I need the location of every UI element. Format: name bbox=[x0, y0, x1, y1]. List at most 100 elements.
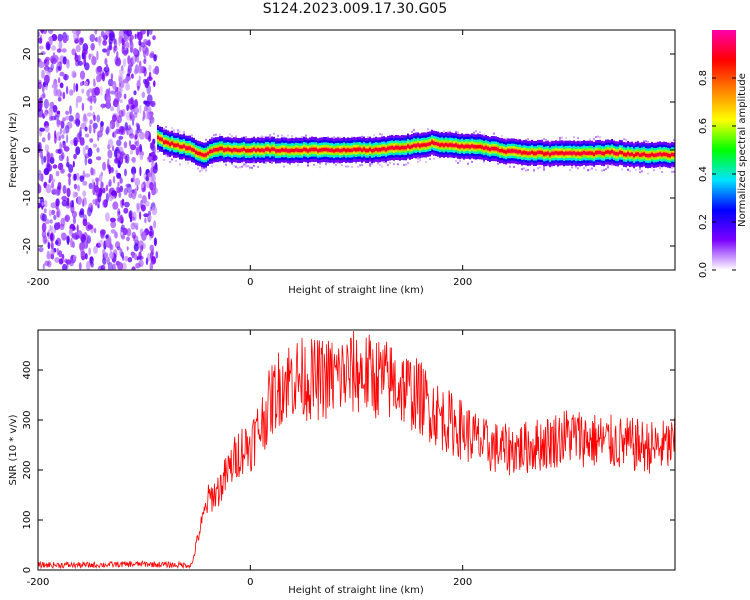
noise-cell bbox=[94, 86, 100, 96]
ridge-band bbox=[647, 154, 649, 158]
noise-cell bbox=[93, 126, 96, 134]
spectrogram-panel: -200 0 200 -20 -10 0 10 20 Height of straight … bbox=[8, 29, 676, 296]
ridge-halo bbox=[261, 135, 263, 138]
ridge-band bbox=[575, 152, 577, 156]
noise-cell bbox=[110, 90, 116, 95]
ridge-halo bbox=[301, 136, 303, 138]
noise-cell bbox=[66, 187, 71, 198]
noise-cell bbox=[74, 52, 77, 59]
ridge-band bbox=[295, 148, 297, 152]
noise-cell bbox=[123, 207, 129, 214]
noise-cell bbox=[119, 99, 123, 104]
noise-cell bbox=[84, 133, 90, 138]
ridge-band bbox=[321, 148, 323, 152]
ridge-band bbox=[525, 151, 527, 155]
ridge-halo bbox=[369, 162, 371, 165]
ridge-halo bbox=[347, 165, 349, 168]
noise-cell bbox=[73, 173, 77, 181]
noise-cell bbox=[105, 192, 109, 203]
ridge-halo bbox=[361, 135, 363, 138]
ridge-halo bbox=[373, 134, 375, 137]
noise-cell bbox=[149, 120, 152, 128]
ridge-halo bbox=[377, 162, 379, 165]
ridge-band bbox=[531, 150, 533, 154]
ridge-halo bbox=[281, 134, 283, 137]
noise-cell bbox=[149, 261, 153, 270]
noise-cell bbox=[64, 73, 67, 81]
ridge-halo bbox=[403, 163, 405, 166]
ridge-halo bbox=[447, 131, 449, 134]
noise-cell bbox=[42, 30, 48, 35]
noise-cell bbox=[150, 100, 156, 108]
ridge-halo bbox=[233, 164, 235, 167]
noise-cell bbox=[41, 213, 47, 222]
ridge-band bbox=[469, 145, 471, 149]
noise-cell bbox=[38, 37, 43, 44]
noise-cell bbox=[45, 84, 48, 91]
ridge-band bbox=[229, 148, 231, 152]
noise-cell bbox=[112, 201, 119, 210]
noise-cell bbox=[75, 83, 79, 92]
y-tick-label: 10 bbox=[22, 96, 33, 109]
ridge-band bbox=[187, 146, 189, 150]
noise-cell bbox=[89, 256, 94, 264]
ridge-band bbox=[649, 153, 651, 158]
noise-cell bbox=[105, 184, 109, 192]
ridge-band bbox=[491, 146, 493, 151]
noise-cell bbox=[149, 52, 155, 59]
ridge-halo bbox=[163, 158, 165, 161]
ridge-halo bbox=[647, 141, 649, 143]
noise-cell bbox=[147, 252, 151, 262]
noise-cell bbox=[57, 148, 62, 154]
ridge-band bbox=[521, 151, 523, 155]
ridge-band bbox=[547, 151, 549, 155]
ridge-band bbox=[169, 142, 171, 147]
noise-cell bbox=[127, 257, 133, 263]
ridge-band bbox=[589, 151, 591, 155]
noise-cell bbox=[109, 242, 113, 250]
noise-cell bbox=[116, 172, 122, 179]
ridge-halo bbox=[595, 168, 597, 171]
ridge-band bbox=[273, 147, 275, 151]
noise-cell bbox=[112, 145, 115, 152]
ridge-band bbox=[225, 148, 227, 152]
colorbar-tick-label: 0.4 bbox=[698, 166, 709, 182]
noise-cell bbox=[139, 144, 143, 153]
noise-cell bbox=[46, 43, 51, 50]
noise-cell bbox=[149, 181, 154, 191]
ridge-halo bbox=[449, 131, 451, 134]
ridge-halo bbox=[361, 163, 363, 166]
noise-cell bbox=[126, 104, 129, 111]
noise-cell bbox=[154, 162, 158, 170]
ridge-band bbox=[259, 148, 261, 153]
noise-cell bbox=[144, 130, 149, 140]
noise-cell bbox=[84, 126, 88, 132]
ridge-halo bbox=[205, 169, 207, 172]
ridge-band bbox=[541, 150, 543, 155]
noise-cell bbox=[76, 95, 83, 103]
ridge-halo bbox=[381, 133, 383, 136]
ridge-band bbox=[417, 143, 419, 147]
ridge-halo bbox=[325, 163, 327, 166]
noise-cell bbox=[82, 196, 87, 207]
noise-cell bbox=[62, 144, 67, 149]
y-tick-label: 0 bbox=[22, 567, 33, 573]
noise-cell bbox=[118, 68, 125, 75]
noise-cell bbox=[151, 255, 156, 263]
ridge-band bbox=[475, 145, 477, 149]
noise-cell bbox=[102, 39, 108, 46]
ridge-band bbox=[613, 151, 615, 155]
ridge-halo bbox=[425, 161, 427, 164]
noise-cell bbox=[127, 64, 132, 74]
ridge-halo bbox=[253, 161, 255, 164]
ridge-halo bbox=[455, 130, 457, 133]
noise-cell bbox=[104, 58, 108, 65]
noise-cell bbox=[145, 175, 150, 182]
ridge-band bbox=[231, 149, 233, 153]
colorbar-ticks: 0.0 0.2 0.4 0.6 0.8 bbox=[698, 70, 736, 278]
ridge-band bbox=[501, 148, 503, 153]
ridge-band bbox=[453, 143, 455, 148]
ridge-halo bbox=[577, 137, 579, 140]
noise-cell bbox=[112, 80, 117, 90]
ridge-band bbox=[515, 149, 517, 154]
